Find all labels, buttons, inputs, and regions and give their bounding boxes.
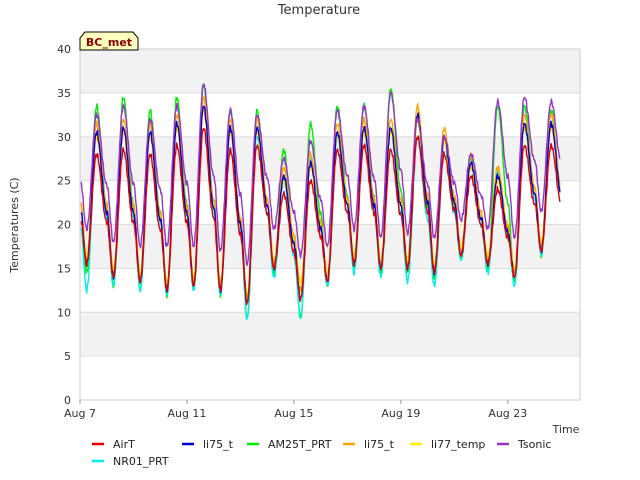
series-line-li75-t	[80, 105, 561, 304]
chart-title: Temperature	[277, 3, 360, 18]
legend: AirT li75_t AM25T_PRT li75_t li77_temp Tsonic…	[92, 438, 551, 468]
x-tick-label: Aug 11	[167, 407, 206, 420]
legend-item: Tsonic	[497, 438, 551, 451]
y-axis-ticks: 0 5 10 15 20 25 30 35 40	[57, 43, 71, 407]
y-tick-label: 5	[64, 350, 71, 363]
legend-label: NR01_PRT	[113, 455, 169, 468]
x-tick-label: Aug 23	[488, 407, 527, 420]
legend-item: li75_t	[343, 438, 395, 451]
legend-label: AM25T_PRT	[268, 438, 332, 451]
x-axis-label: Time	[552, 423, 580, 436]
plot-band	[80, 268, 580, 313]
plot-band	[80, 92, 580, 137]
x-axis-ticks: Aug 7 Aug 11 Aug 15 Aug 19 Aug 23	[64, 400, 527, 420]
legend-label: li75_t	[203, 438, 234, 451]
y-tick-label: 10	[57, 306, 71, 319]
y-tick-label: 15	[57, 262, 71, 275]
legend-label: AirT	[113, 438, 135, 451]
plot-band	[80, 49, 580, 93]
legend-label: li77_temp	[431, 438, 485, 451]
y-tick-label: 30	[57, 131, 71, 144]
series-line-airt	[80, 127, 561, 306]
series-line-tsonic	[80, 83, 561, 266]
y-tick-label: 0	[64, 394, 71, 407]
legend-item: AirT	[92, 438, 135, 451]
x-tick-label: Aug 15	[274, 407, 313, 420]
legend-item: li77_temp	[410, 438, 485, 451]
legend-label: li75_t	[364, 438, 395, 451]
series-layer	[80, 83, 561, 321]
y-tick-label: 20	[57, 219, 71, 232]
plot-band	[80, 356, 580, 400]
plot-band	[80, 312, 580, 357]
y-axis-label: Temperatures (C)	[8, 177, 21, 273]
legend-item: NR01_PRT	[92, 455, 169, 468]
station-badge: BC_met	[79, 31, 139, 51]
legend-item: li75_t	[182, 438, 234, 451]
badge-label: BC_met	[86, 36, 132, 49]
y-tick-label: 40	[57, 43, 71, 56]
plot-frame	[79, 48, 581, 401]
legend-label: Tsonic	[517, 438, 551, 451]
series-line-li75-t	[80, 96, 561, 301]
badge-box	[79, 31, 139, 51]
x-tick-label: Aug 19	[381, 407, 420, 420]
legend-item: AM25T_PRT	[247, 438, 332, 451]
y-tick-label: 35	[57, 87, 71, 100]
y-tick-label: 25	[57, 175, 71, 188]
x-tick-label: Aug 7	[64, 407, 96, 420]
